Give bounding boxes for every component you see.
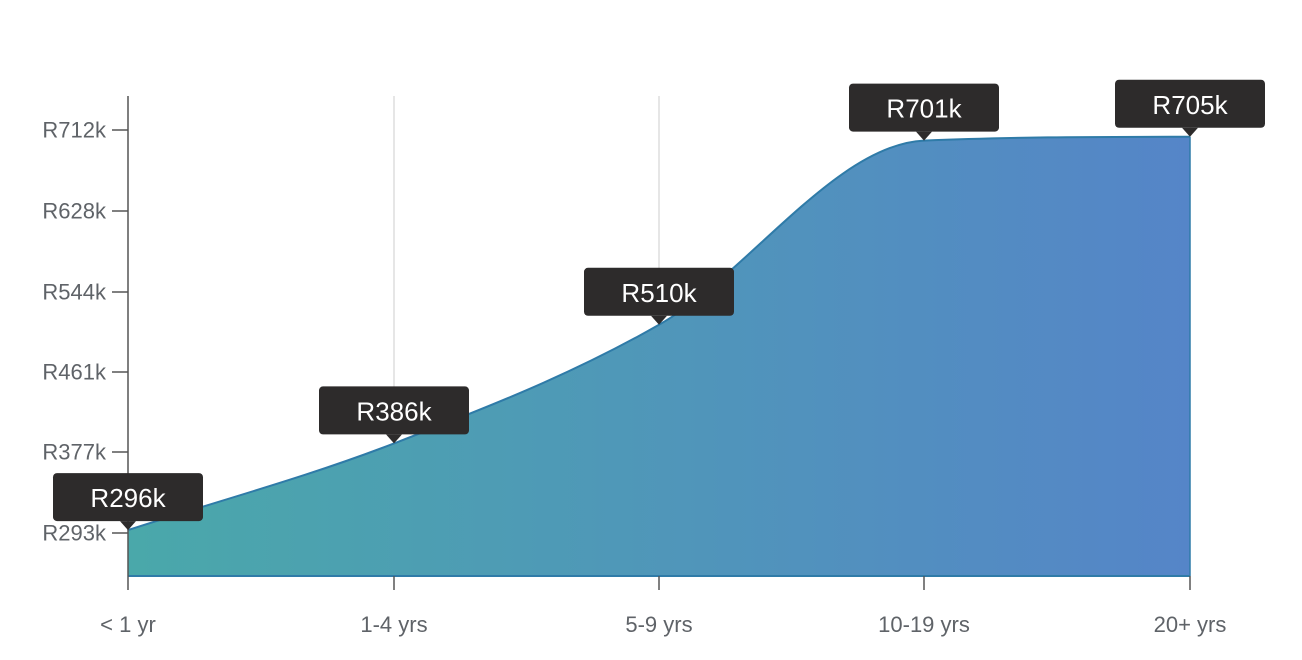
value-label-0: R296k bbox=[53, 473, 203, 531]
area-fill bbox=[128, 136, 1190, 576]
value-label-text: R701k bbox=[886, 94, 962, 124]
value-label-3: R701k bbox=[849, 83, 999, 141]
value-label-pointer bbox=[386, 434, 402, 444]
x-tick-label: < 1 yr bbox=[100, 612, 156, 637]
value-label-box bbox=[319, 386, 469, 435]
value-label-pointer bbox=[120, 521, 136, 531]
x-tick-label: 1-4 yrs bbox=[360, 612, 427, 637]
y-tick-label: R377k bbox=[42, 440, 107, 465]
value-label-pointer bbox=[651, 315, 667, 325]
value-label-box bbox=[849, 83, 999, 132]
value-label-pointer bbox=[916, 131, 932, 141]
value-labels: R296k R386k R510k R701k R705k bbox=[53, 79, 1265, 531]
x-tick-label: 20+ yrs bbox=[1154, 612, 1227, 637]
value-label-1: R386k bbox=[319, 386, 469, 444]
area-line bbox=[127, 135, 1191, 532]
x-axis: < 1 yr 1-4 yrs 5-9 yrs 10-19 yrs 20+ yrs bbox=[100, 576, 1226, 637]
y-tick-label: R461k bbox=[42, 360, 107, 385]
value-label-pointer bbox=[1182, 127, 1198, 137]
x-tick-label: 5-9 yrs bbox=[625, 612, 692, 637]
y-tick-label: R628k bbox=[42, 199, 107, 224]
value-label-box bbox=[1115, 79, 1265, 128]
y-tick-label: R712k bbox=[42, 118, 107, 143]
value-label-text: R296k bbox=[90, 483, 166, 513]
value-label-text: R705k bbox=[1152, 90, 1228, 120]
value-label-4: R705k bbox=[1115, 79, 1265, 137]
value-label-box bbox=[584, 267, 734, 316]
y-tick-label: R293k bbox=[42, 521, 107, 546]
value-label-box bbox=[53, 473, 203, 522]
value-label-2: R510k bbox=[584, 267, 734, 325]
value-label-text: R510k bbox=[621, 278, 697, 308]
x-tick-label: 10-19 yrs bbox=[878, 612, 970, 637]
value-label-text: R386k bbox=[356, 396, 432, 426]
y-tick-label: R544k bbox=[42, 280, 107, 305]
